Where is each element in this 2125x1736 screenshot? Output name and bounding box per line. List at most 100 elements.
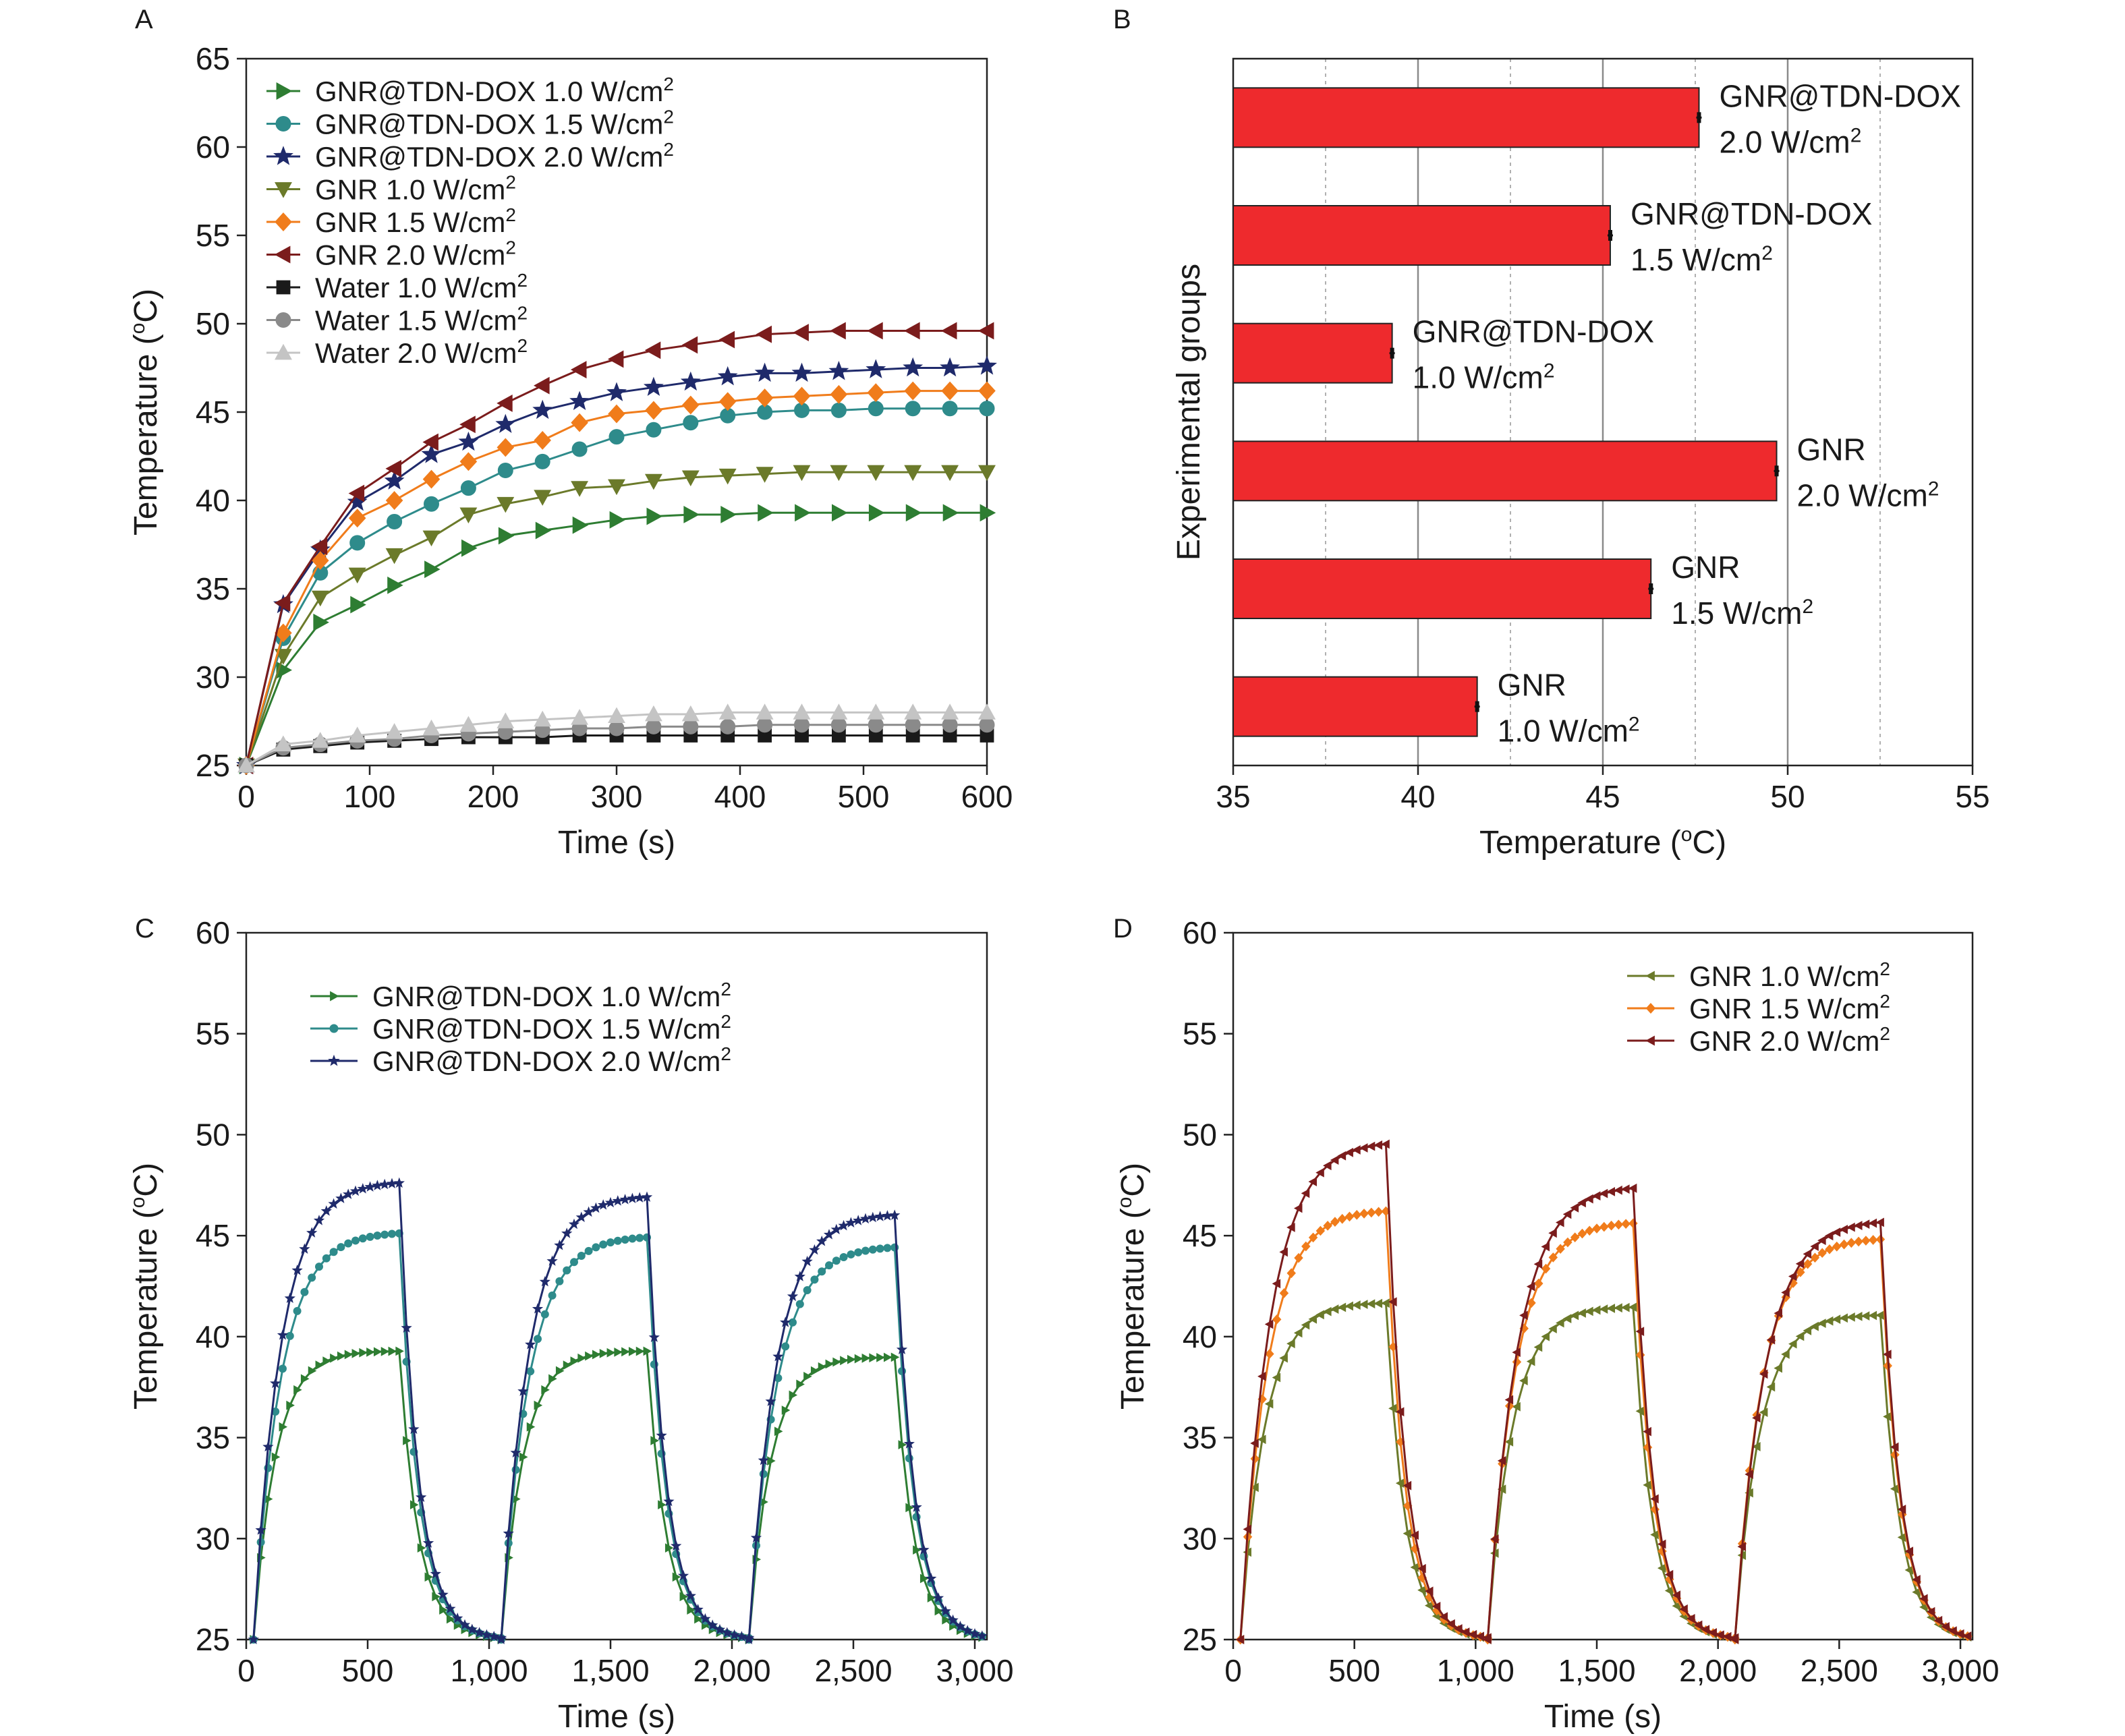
data-point [395, 1346, 404, 1356]
data-point [1890, 1442, 1899, 1452]
data-point [1570, 1310, 1579, 1321]
label-text: GNR 1.0 W/cm [1689, 960, 1879, 992]
data-point [810, 1366, 820, 1376]
data-point [866, 359, 886, 378]
y-tick-label: 35 [196, 1420, 230, 1455]
data-point [1599, 1188, 1608, 1198]
data-point [1766, 1382, 1776, 1392]
data-point [337, 1351, 346, 1361]
plot-frame [1232, 931, 1974, 1641]
data-point [271, 1452, 281, 1462]
data-point [1352, 1300, 1361, 1310]
data-point [1919, 1594, 1928, 1604]
data-point [1737, 1542, 1747, 1552]
data-point [671, 1540, 682, 1551]
data-point [1606, 1187, 1616, 1196]
data-point [293, 1306, 302, 1315]
series-line [1239, 1210, 1968, 1640]
data-point [941, 381, 959, 401]
data-point [1402, 1480, 1412, 1491]
data-point [1556, 1318, 1564, 1328]
data-point [1475, 1631, 1484, 1642]
data-point [534, 430, 551, 450]
legend-marker [275, 212, 292, 231]
data-point [1614, 1219, 1624, 1230]
y-tick-label: 25 [196, 1622, 230, 1657]
data-point [348, 726, 366, 743]
data-point [641, 1191, 653, 1203]
data-point [1417, 1585, 1426, 1595]
legend-marker [276, 280, 291, 295]
label-text: GNR@TDN-DOX 1.5 W/cm [315, 109, 663, 140]
data-point [498, 527, 515, 545]
legend-marker [330, 991, 339, 1002]
data-point [313, 613, 329, 631]
data-point [646, 718, 662, 734]
data-point [1635, 1350, 1645, 1360]
data-point [757, 717, 773, 733]
data-point [571, 441, 588, 457]
data-point [720, 506, 737, 523]
label-text: C) [128, 1163, 164, 1197]
data-point [535, 521, 552, 540]
data-point [756, 703, 774, 720]
series-group [1235, 1139, 1972, 1644]
x-tick-label: 600 [961, 779, 1013, 814]
data-point [903, 1438, 915, 1449]
data-point [1817, 1236, 1826, 1246]
data-point [460, 480, 476, 496]
data-point [416, 1491, 427, 1503]
data-point [459, 452, 478, 471]
data-point [422, 719, 441, 736]
label-text: GNR 1.5 W/cm [1689, 993, 1879, 1024]
data-point [590, 1202, 602, 1213]
label-superscript: 2 [1628, 714, 1640, 736]
label-superscript: 2 [517, 303, 528, 324]
data-point [1265, 1349, 1274, 1359]
label-text: GNR 1.0 W/cm [315, 174, 505, 206]
data-point [861, 1353, 871, 1363]
data-point [803, 1285, 812, 1294]
legend-marker [1645, 1035, 1655, 1046]
data-point [868, 1245, 877, 1254]
data-point [940, 357, 961, 377]
label-text: GNR 1.5 W/cm [315, 206, 505, 238]
data-point [1286, 1223, 1295, 1232]
data-point [940, 1605, 951, 1616]
x-tick-label: 2,000 [1679, 1653, 1757, 1688]
data-point [978, 381, 996, 401]
data-point [825, 1261, 833, 1270]
data-point [1832, 1241, 1842, 1252]
data-point [532, 1303, 544, 1314]
data-point [750, 1532, 762, 1543]
data-point [497, 496, 515, 513]
data-point [1643, 1442, 1653, 1453]
data-point [452, 1612, 463, 1623]
data-point [270, 1377, 281, 1389]
label-text: C) [1115, 1163, 1151, 1197]
data-point [1614, 1185, 1622, 1195]
data-point [1439, 1612, 1448, 1622]
data-point [279, 1364, 287, 1373]
data-point [859, 1213, 872, 1224]
data-point [1854, 1221, 1863, 1230]
data-point [575, 1211, 587, 1222]
data-point [311, 590, 329, 607]
data-point [1621, 1219, 1631, 1229]
data-point [1585, 1194, 1593, 1204]
data-point [526, 1367, 535, 1376]
data-point [1854, 1311, 1863, 1321]
data-point [312, 551, 329, 571]
data-point [903, 357, 924, 377]
data-point [1592, 1223, 1602, 1234]
data-point [646, 422, 662, 438]
data-point [262, 1441, 274, 1452]
data-point [373, 1232, 382, 1240]
bar-label-group: GNR@TDN-DOX [1413, 314, 1654, 349]
data-point [1250, 1439, 1259, 1448]
data-point [1861, 1219, 1870, 1229]
data-point [343, 1188, 354, 1199]
data-point [1825, 1244, 1834, 1254]
data-point [563, 1360, 572, 1370]
data-point [519, 1452, 528, 1462]
